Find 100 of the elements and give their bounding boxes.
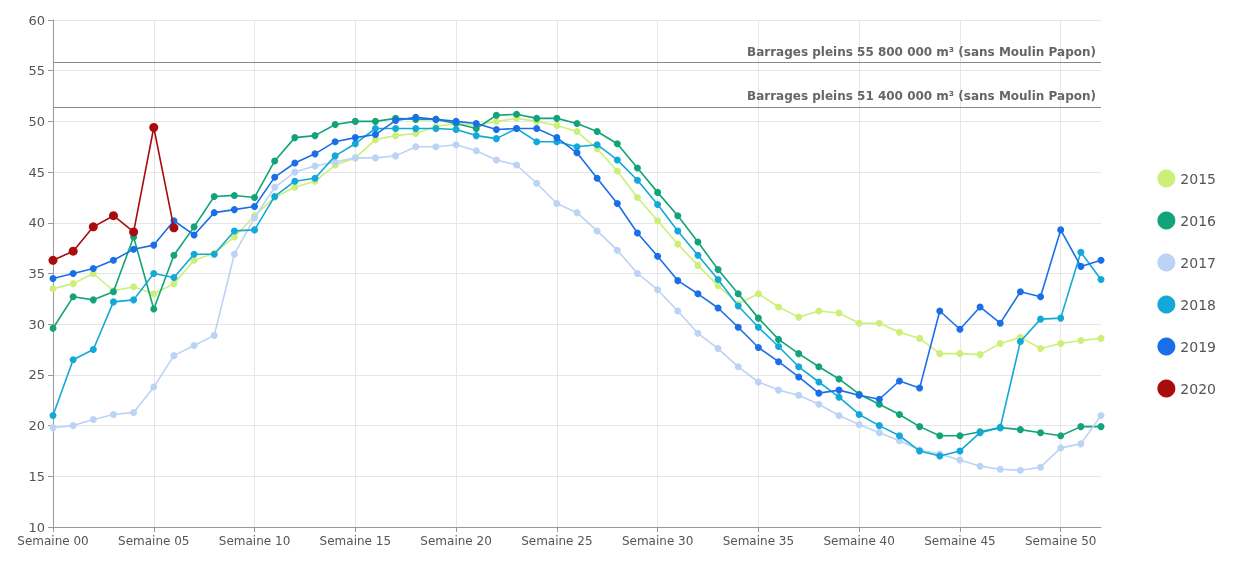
point <box>654 201 662 209</box>
x-tick-label: Semaine 50 <box>1024 534 1097 548</box>
point <box>291 177 299 185</box>
point <box>432 143 440 151</box>
point <box>492 111 500 119</box>
point <box>633 176 641 184</box>
point <box>895 377 903 385</box>
point <box>1057 314 1065 322</box>
x-tick-label: Semaine 45 <box>924 534 996 548</box>
point <box>271 173 279 181</box>
point <box>150 305 158 313</box>
point <box>1037 315 1045 323</box>
point <box>875 395 883 403</box>
point <box>251 226 259 234</box>
point <box>1016 288 1024 296</box>
point <box>916 384 924 392</box>
point <box>331 120 339 128</box>
point <box>775 358 783 366</box>
x-tick-label: Semaine 00 <box>17 534 89 548</box>
point <box>956 350 964 358</box>
point <box>89 416 97 424</box>
point <box>190 256 198 264</box>
point <box>775 343 783 351</box>
point <box>694 290 702 298</box>
point <box>1037 345 1045 353</box>
point <box>1077 440 1085 448</box>
point <box>130 408 138 416</box>
point <box>190 223 198 231</box>
point <box>633 193 641 201</box>
point <box>49 275 57 283</box>
point <box>371 154 379 162</box>
point <box>170 274 178 282</box>
legend-label: 2020 <box>1180 380 1217 397</box>
point <box>69 293 77 301</box>
point <box>734 323 742 331</box>
point <box>775 386 783 394</box>
point <box>1077 262 1085 270</box>
point <box>674 212 682 220</box>
point <box>88 222 98 232</box>
point <box>513 110 521 118</box>
point <box>108 211 118 221</box>
point <box>754 378 762 386</box>
point <box>895 410 903 418</box>
point <box>69 270 77 277</box>
point <box>230 206 238 214</box>
x-tick-label: Semaine 25 <box>521 534 593 548</box>
point <box>694 329 702 337</box>
point <box>1037 293 1045 301</box>
point <box>371 117 379 125</box>
y-tick-label: 45 <box>28 164 45 180</box>
point <box>734 363 742 371</box>
point <box>674 277 682 285</box>
point <box>795 313 803 321</box>
point <box>513 161 521 169</box>
point <box>1057 432 1065 440</box>
point <box>754 290 762 298</box>
point <box>1037 463 1045 471</box>
point <box>412 125 420 132</box>
point <box>230 191 238 199</box>
point <box>855 410 863 418</box>
point <box>976 462 984 470</box>
point <box>956 432 964 440</box>
point <box>1057 339 1065 347</box>
point <box>371 131 379 139</box>
point <box>130 245 138 253</box>
y-tick-label: 15 <box>28 468 45 484</box>
point <box>875 429 883 437</box>
point <box>271 183 279 191</box>
point <box>109 298 117 306</box>
point <box>412 143 420 151</box>
point <box>109 256 117 264</box>
point <box>815 400 823 408</box>
x-tick-label: Semaine 35 <box>722 534 795 548</box>
point <box>150 290 158 298</box>
point <box>89 346 97 354</box>
point <box>130 296 138 304</box>
point <box>593 128 601 136</box>
point <box>170 280 178 288</box>
point <box>351 140 359 148</box>
y-tick-label: 20 <box>28 418 45 434</box>
point <box>251 203 259 211</box>
point <box>996 319 1004 327</box>
point <box>775 335 783 343</box>
point <box>1097 411 1105 419</box>
point <box>714 345 722 353</box>
point <box>291 183 299 191</box>
ref-line-label: Barrages pleins 55 800 000 m³ (sans Moulin Papon) <box>746 44 1096 59</box>
point <box>916 423 924 431</box>
point <box>492 156 500 164</box>
point <box>291 134 299 142</box>
point <box>613 156 621 164</box>
point <box>89 296 97 304</box>
point <box>1057 226 1065 234</box>
point <box>392 152 400 160</box>
point <box>49 424 57 432</box>
point <box>674 307 682 315</box>
point <box>492 135 500 143</box>
point <box>251 193 259 201</box>
point <box>694 251 702 259</box>
point <box>835 411 843 419</box>
